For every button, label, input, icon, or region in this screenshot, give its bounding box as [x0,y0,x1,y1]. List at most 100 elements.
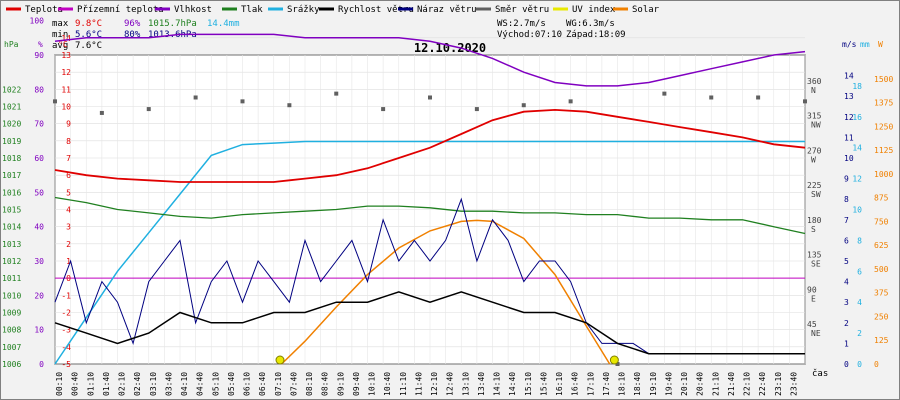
mm-tick-label: 16 [852,113,862,122]
temp-tick-label: 11 [61,85,71,94]
x-tick-label: 19:40 [664,372,673,396]
pct-tick-label: 0 [39,360,44,369]
temp-tick-label: 5 [66,188,71,197]
w-tick-label: 250 [874,312,889,321]
dir-tick-label: 90 [807,285,817,294]
legend-label: Teplota [25,5,63,15]
x-tick-label: 02:40 [133,372,142,396]
temp-tick-label: 8 [66,137,71,146]
mm-tick-label: 8 [857,236,862,245]
legend-label: Srážky [287,5,320,15]
solar-line [281,219,611,365]
pct-tick-label: 90 [34,51,44,60]
w-tick-label: 500 [874,265,889,274]
mm-tick-label: 6 [857,267,862,276]
dir-tick-label: 135 [807,251,822,260]
ms-tick-label: 6 [844,236,849,245]
dir-compass-label: W [811,155,816,164]
pct-tick-label: 80 [34,85,44,94]
x-tick-label: 15:10 [524,372,533,396]
wind-direction-point [662,91,667,96]
wind-direction-point [287,103,292,108]
w-tick-label: 375 [874,289,889,298]
wind-direction-point [146,107,151,112]
legend-label: Tlak [241,5,263,15]
dir-compass-label: SE [811,260,821,269]
x-tick-label: 07:40 [289,372,298,396]
pressure-line [54,196,806,235]
stats-avg-label: avg [52,41,68,51]
ms-tick-label: 8 [844,195,849,204]
humidity-line [54,33,806,87]
x-tick-label: 06:40 [258,372,267,396]
stats-avg-temp: 7.6°C [75,41,102,51]
temp-tick-label: 9 [66,120,71,129]
legend-label: Solar [632,5,660,15]
legend-label: Rychlost větru [338,5,414,15]
temp-tick-label: 1 [66,257,71,266]
x-tick-label: 21:40 [727,372,736,396]
x-tick-label: 10:10 [368,372,377,396]
stats-max-hum: 96% [124,19,141,29]
temp-tick-label: 7 [66,154,71,163]
w-tick-label: 875 [874,194,889,203]
wind-speed-line [54,291,805,355]
w-tick-label: 125 [874,336,889,345]
x-tick-label: 21:10 [711,372,720,396]
stats-max-label: max [52,19,69,29]
x-tick-label: 16:10 [555,372,564,396]
wind-direction-point [521,103,526,108]
temp-tick-label: 10 [61,103,71,112]
mm-tick-label: 2 [857,329,862,338]
ms-tick-label: 13 [844,92,854,101]
hpa-tick-label: 1018 [2,154,21,163]
pct-tick-label: 70 [34,120,44,129]
x-tick-label: 22:10 [743,372,752,396]
wind-direction-point [53,99,57,104]
stats-min-temp: 5.6°C [75,30,102,40]
wind-direction-point [193,95,198,100]
wind-direction-point [334,91,339,96]
legend-label: Přízemní teplota [77,5,164,15]
chart-title: 12.10.2020 [414,41,486,55]
hpa-tick-label: 1008 [2,326,21,335]
uv-index-marker [275,355,285,365]
temperature-line [54,108,806,183]
dir-tick-label: 45 [807,320,817,329]
sunrise-info: Východ:07:10 [497,30,562,40]
temp-tick-label: 13 [61,51,71,60]
hpa-tick-label: 1010 [2,291,21,300]
stats-max-press: 1015.7hPa [148,19,197,29]
x-tick-label: 12:40 [446,372,455,396]
x-tick-label: 01:10 [86,372,95,396]
legend-label: Náraz větru [417,5,477,15]
w-tick-label: 1000 [874,170,893,179]
x-tick-label: 15:40 [539,372,548,396]
dir-tick-label: 315 [807,112,822,121]
x-tick-label: 18:10 [618,372,627,396]
x-tick-label: 11:10 [399,372,408,396]
x-tick-label: 06:10 [243,372,252,396]
x-tick-label: 04:40 [196,372,205,396]
w-tick-label: 750 [874,217,889,226]
ms-tick-label: 3 [844,298,849,307]
temp-tick-label: 14 [61,34,71,43]
mm-axis-unit: mm [860,40,870,49]
ms-tick-label: 12 [844,113,854,122]
sunset-info: Západ:18:09 [566,30,626,40]
wind-direction-point [474,107,479,112]
mm-tick-label: 0 [857,360,862,369]
wind-direction-point [99,110,104,115]
wind-direction-point [709,95,714,100]
mm-tick-label: 14 [852,144,862,153]
wind-direction-point [756,95,761,100]
temp-tick-label: 12 [61,68,71,77]
hpa-tick-label: 1006 [2,360,21,369]
x-tick-label: 09:40 [352,372,361,396]
hpa-tick-label: 1020 [2,120,21,129]
axes: 1022102110201019101810171016101510141013… [2,17,893,396]
x-tick-label: 14:10 [493,372,502,396]
uv-index-marker [609,355,619,365]
hpa-tick-label: 1007 [2,343,21,352]
